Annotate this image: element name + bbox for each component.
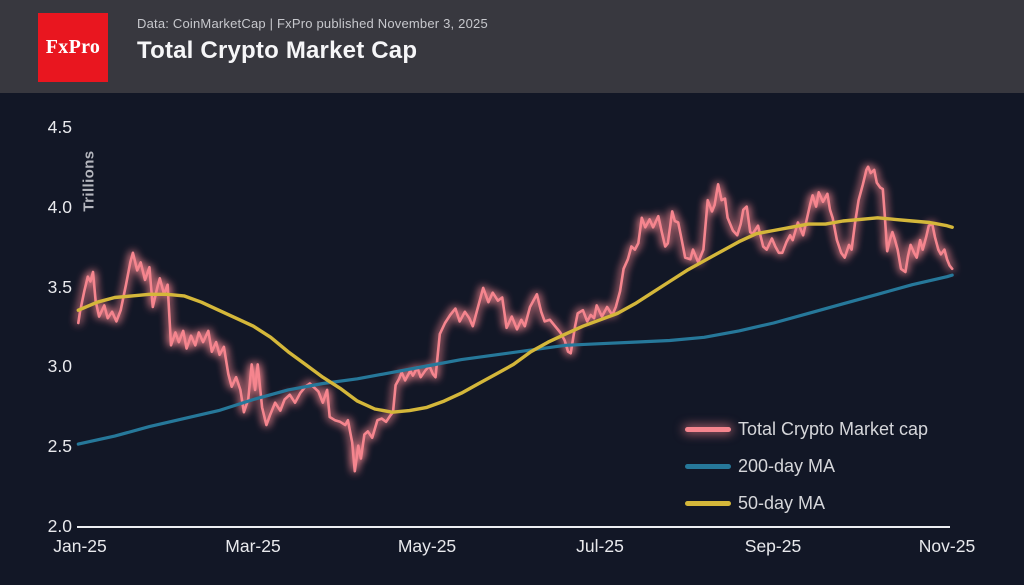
x-tick-label: May-25 (397, 536, 457, 556)
x-tick-label: Nov-25 (918, 536, 976, 556)
legend: Total Crypto Market cap 200-day MA 50-da… (685, 417, 928, 516)
legend-label: Total Crypto Market cap (738, 419, 929, 439)
fxpro-logo: FxPro (38, 13, 108, 82)
legend-label: 50-day MA (738, 493, 826, 513)
y-tick-label: 3.0 (47, 356, 72, 376)
y-tick-label: 4.5 (47, 117, 72, 137)
x-tick-label: Jan-25 (53, 536, 107, 556)
y-axis-title: Trillions (80, 150, 98, 212)
legend-item-market-cap: Total Crypto Market cap (685, 417, 928, 442)
data-source-line: Data: CoinMarketCap | FxPro published No… (137, 16, 488, 31)
market-cap-swatch (685, 427, 731, 432)
y-tick-label: 2.5 (47, 436, 72, 456)
header-bar: FxPro Data: CoinMarketCap | FxPro publis… (0, 0, 1024, 93)
legend-item-ma-200: 200-day MA (685, 454, 928, 479)
x-tick-label: Jul-25 (576, 536, 624, 556)
x-tick-label: Mar-25 (225, 536, 281, 556)
header-titles: Data: CoinMarketCap | FxPro published No… (137, 16, 488, 65)
fxpro-logo-text: FxPro (45, 36, 101, 58)
ma-200-swatch (685, 464, 731, 469)
chart-title: Total Crypto Market Cap (137, 37, 418, 64)
ma-50-swatch (685, 501, 731, 506)
y-tick-label: 3.5 (47, 277, 72, 297)
legend-label: 200-day MA (738, 456, 836, 476)
y-tick-label: 4.0 (47, 197, 72, 217)
y-tick-label: 2.0 (47, 516, 72, 536)
legend-item-ma-50: 50-day MA (685, 491, 928, 516)
market-cap-line (77, 165, 954, 473)
x-tick-label: Sep-25 (744, 536, 802, 556)
series-group (76, 165, 954, 473)
ma-50-line (76, 216, 954, 414)
